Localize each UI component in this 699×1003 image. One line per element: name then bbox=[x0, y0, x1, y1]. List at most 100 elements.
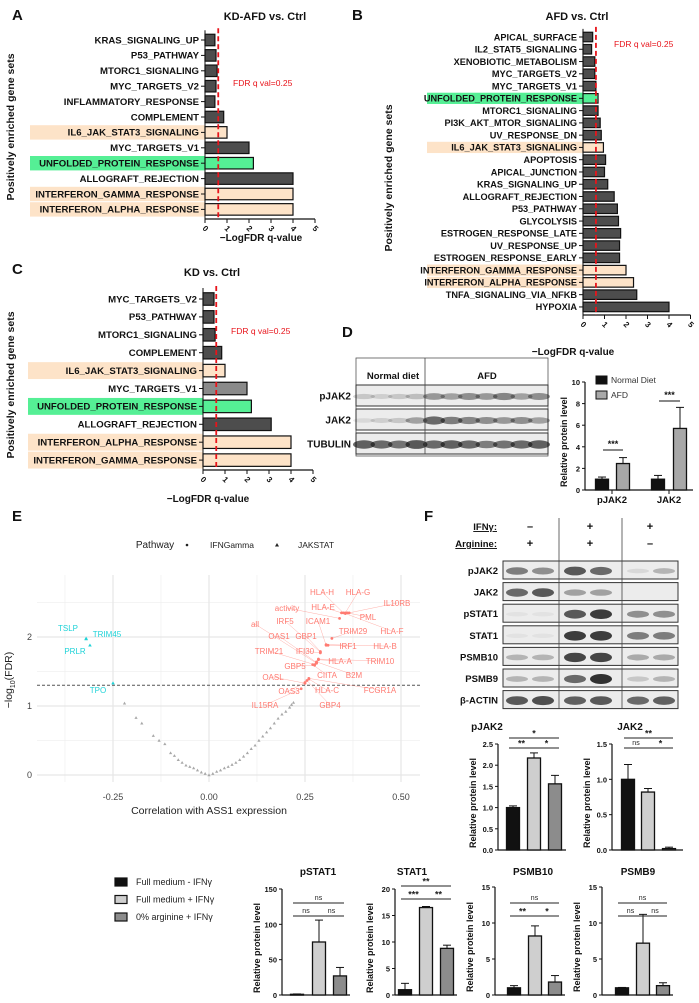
y-axis-label: Relative protein level bbox=[252, 903, 262, 993]
bar bbox=[202, 399, 253, 414]
point-label: HLA-F bbox=[380, 627, 403, 636]
highlight-band bbox=[28, 433, 203, 451]
blot-row-label: β-ACTIN bbox=[460, 696, 498, 707]
y-tick-label: 50 bbox=[269, 956, 277, 965]
label-leader-line bbox=[345, 591, 359, 613]
gene-set-label: INTERFERON_GAMMA_RESPONSE bbox=[420, 265, 577, 275]
gene-set-label: P53_PATHWAY bbox=[512, 204, 577, 214]
highlight-band bbox=[28, 397, 203, 415]
protein-band bbox=[590, 696, 612, 705]
x-tick-label: 2 bbox=[245, 224, 255, 234]
blot-row-label: PSMB10 bbox=[460, 652, 498, 663]
bar bbox=[204, 64, 218, 78]
x-tick-label: -0.25 bbox=[103, 792, 124, 802]
y-tick-label: 0 bbox=[27, 770, 32, 780]
y-tick-label: 100 bbox=[264, 920, 277, 929]
significance-label: * bbox=[659, 739, 663, 749]
label-leader-line bbox=[318, 659, 341, 662]
bar bbox=[204, 33, 216, 47]
bar bbox=[582, 166, 606, 178]
condition-value: + bbox=[527, 538, 533, 550]
panel-label: E bbox=[12, 508, 22, 525]
point-label: OAS3 bbox=[278, 687, 300, 696]
label-leader-line bbox=[278, 635, 317, 663]
bar bbox=[418, 906, 434, 996]
data-point bbox=[207, 773, 211, 777]
gene-set-label: P53_PATHWAY bbox=[131, 51, 200, 62]
bar bbox=[620, 778, 636, 851]
point-label: IL15RA bbox=[252, 701, 279, 710]
protein-band bbox=[458, 416, 480, 425]
data-point bbox=[253, 743, 257, 747]
highlight-band bbox=[28, 451, 203, 469]
gene-set-label: INFLAMMATORY_RESPONSE bbox=[64, 97, 200, 108]
point-label: IFI30 bbox=[296, 647, 315, 656]
bar bbox=[332, 975, 348, 996]
x-tick-label: 3 bbox=[265, 475, 275, 485]
protein-band bbox=[506, 696, 528, 705]
y-tick-label: 15 bbox=[589, 883, 597, 892]
fdr-threshold-label: FDR q val=0.25 bbox=[233, 78, 293, 88]
gene-set-label: ALLOGRAFT_REJECTION bbox=[463, 192, 578, 202]
protein-band bbox=[353, 393, 375, 400]
data-point bbox=[195, 768, 200, 772]
point-label: FCGR1A bbox=[364, 686, 397, 695]
gene-set-label: IL6_JAK_STAT3_SIGNALING bbox=[68, 128, 199, 139]
condition-value: + bbox=[587, 521, 593, 533]
x-tick-label: 0 bbox=[199, 475, 209, 485]
bar bbox=[582, 191, 615, 202]
point-label: IL10RB bbox=[384, 599, 411, 608]
data-point-ifngamma bbox=[317, 658, 320, 662]
y-tick-label: 1.5 bbox=[597, 740, 607, 749]
protein-band bbox=[590, 652, 612, 663]
label-leader-line bbox=[308, 678, 381, 691]
bar bbox=[635, 942, 651, 996]
significance-label: ns bbox=[632, 740, 640, 747]
gene-set-label: COMPLEMENT bbox=[131, 112, 199, 123]
legend-label: IFNGamma bbox=[210, 540, 254, 550]
protein-band bbox=[528, 393, 550, 400]
protein-band bbox=[653, 676, 675, 682]
y-tick-label: 0.5 bbox=[597, 811, 607, 820]
bar bbox=[582, 43, 593, 55]
label-leader-line bbox=[264, 688, 302, 706]
protein-band bbox=[405, 417, 428, 424]
chart-title: JAK2 bbox=[617, 722, 643, 733]
bar bbox=[397, 989, 413, 996]
bar bbox=[594, 478, 610, 491]
gene-set-label: MTORC1_SIGNALING bbox=[482, 106, 577, 116]
label-leader-line bbox=[317, 620, 327, 646]
gene-set-label: UV_RESPONSE_UP bbox=[490, 241, 577, 251]
protein-band bbox=[493, 417, 515, 424]
label-leader-line bbox=[268, 650, 315, 665]
label-leader-line bbox=[349, 602, 398, 614]
label-leader-line bbox=[322, 606, 342, 614]
protein-band bbox=[506, 654, 528, 661]
bar bbox=[650, 478, 666, 491]
x-tick-label: 5 bbox=[309, 475, 319, 485]
y-axis-label-part: −log bbox=[3, 688, 15, 708]
point-label: TRIM45 bbox=[93, 630, 122, 639]
data-point bbox=[230, 763, 234, 766]
label-leader-line bbox=[304, 650, 321, 654]
y-axis-label: Relative protein level bbox=[572, 902, 582, 992]
data-point-jakstat bbox=[111, 681, 115, 685]
significance-label: ns bbox=[531, 895, 539, 902]
protein-band bbox=[405, 440, 428, 449]
point-label: PRLR bbox=[64, 647, 86, 656]
y-tick-label: 10 bbox=[589, 919, 597, 928]
gene-set-label: XENOBIOTIC_METABOLISM bbox=[454, 57, 578, 67]
data-point bbox=[241, 754, 246, 758]
gene-set-label: INTERFERON_ALPHA_RESPONSE bbox=[38, 438, 198, 449]
y-tick-label: 0 bbox=[386, 991, 390, 1000]
legend-label: AFD bbox=[611, 390, 628, 400]
protein-band bbox=[532, 588, 554, 597]
protein-band bbox=[653, 696, 675, 705]
panel-label: D bbox=[342, 324, 353, 341]
data-point bbox=[163, 742, 167, 746]
legend-title: Pathway bbox=[136, 540, 174, 551]
protein-band bbox=[458, 393, 480, 400]
bar bbox=[202, 345, 223, 360]
y-tick-label: 1.5 bbox=[483, 782, 493, 791]
protein-band bbox=[627, 610, 649, 618]
